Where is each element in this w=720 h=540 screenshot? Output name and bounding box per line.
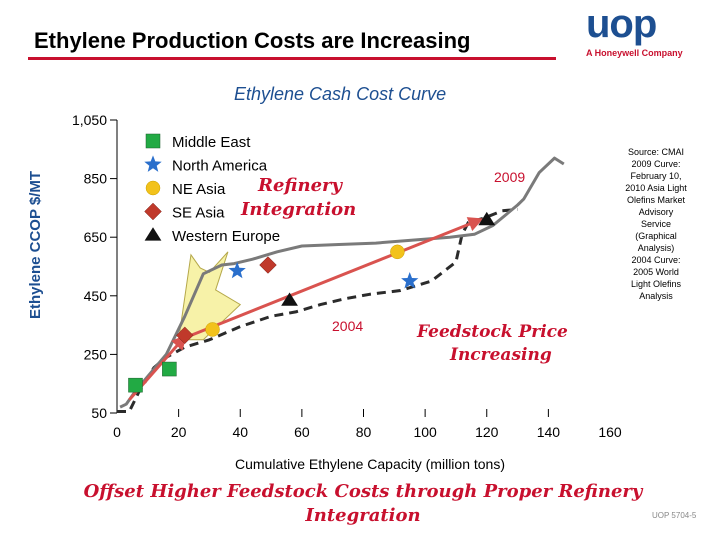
legend-label: Middle East — [172, 134, 251, 151]
x-tick-label: 0 — [113, 424, 121, 440]
cost-increase-arrow-main — [190, 217, 484, 337]
x-tick-label: 60 — [294, 424, 310, 440]
source-line: Analysis) — [637, 243, 675, 253]
x-tick-label: 120 — [475, 424, 499, 440]
source-line: Service — [640, 219, 671, 229]
source-line: 2010 Asia Light — [625, 183, 687, 193]
y-tick-label: 50 — [91, 405, 107, 421]
legend-label: NE Asia — [172, 181, 226, 198]
y-tick-label: 850 — [84, 171, 108, 187]
marker-ne-asia — [390, 244, 405, 260]
legend-label: Western Europe — [172, 228, 280, 245]
x-tick-label: 40 — [232, 424, 248, 440]
feedstock-label: Feedstock Price — [416, 322, 568, 342]
source-line: Light Olefins — [630, 279, 682, 289]
legend-north-america-icon — [144, 155, 162, 172]
y-tick-label: 450 — [84, 288, 108, 304]
marker-middle-east — [162, 361, 177, 377]
page-code: UOP 5704-5 — [652, 511, 697, 520]
x-tick-label: 20 — [171, 424, 187, 440]
curve-2009-label: 2009 — [494, 169, 525, 185]
refinery-label: Refinery — [257, 175, 344, 196]
footer-message: Offset Higher Feedstock Costs through Pr… — [50, 480, 676, 528]
legend-ne-asia-icon — [145, 180, 161, 196]
source-line: Advisory — [638, 207, 674, 217]
legend-middle-east-icon — [145, 133, 161, 149]
legend-se-asia-icon — [144, 202, 162, 221]
curve-2009 — [119, 156, 565, 409]
source-line: February 10, — [630, 171, 682, 181]
logo-subtitle: A Honeywell Company — [586, 48, 683, 58]
legend-label: North America — [172, 158, 268, 175]
logo-word: uop — [586, 2, 657, 46]
footer-line-1: Offset Higher Feedstock Costs through Pr… — [83, 481, 643, 502]
source-line: 2004 Curve: — [631, 255, 681, 265]
x-tick-label: 80 — [356, 424, 372, 440]
x-tick-label: 160 — [598, 424, 622, 440]
footer-line-2: Integration — [305, 505, 421, 526]
source-line: Analysis — [639, 291, 673, 301]
source-note: Source: CMAI 2009 Curve: February 10, 20… — [618, 146, 694, 302]
marker-se-asia — [176, 326, 194, 345]
x-axis-label: Cumulative Ethylene Capacity (million to… — [235, 456, 505, 472]
curve-2004-label: 2004 — [332, 318, 363, 334]
increasing-label: Increasing — [449, 345, 552, 365]
source-line: 2005 World — [633, 267, 679, 277]
marker-middle-east — [128, 377, 143, 393]
legend-western-europe-icon — [144, 227, 162, 241]
chart-title: Ethylene Cash Cost Curve — [234, 84, 447, 104]
marker-north-america — [401, 272, 419, 289]
marker-north-america — [228, 261, 246, 279]
title-rule — [28, 57, 556, 60]
source-line: Source: CMAI — [627, 147, 685, 157]
y-tick-label: 250 — [84, 346, 108, 362]
x-tick-label: 140 — [537, 424, 561, 440]
y-tick-label: 1,050 — [72, 112, 107, 128]
marker-ne-asia — [205, 322, 220, 337]
y-axis-label: Ethylene CCOP $/MT — [27, 171, 44, 319]
source-line: (Graphical — [635, 231, 677, 241]
company-logo: uop A Honeywell Company — [582, 2, 702, 58]
source-line: 2009 Curve: — [631, 159, 681, 169]
page-title: Ethylene Production Costs are Increasing — [34, 28, 471, 53]
integration-label: Integration — [240, 199, 356, 220]
legend-label: SE Asia — [172, 205, 225, 222]
x-tick-label: 100 — [413, 424, 437, 440]
y-tick-label: 650 — [84, 229, 108, 245]
source-line: Olefins Market — [626, 195, 686, 205]
marker-se-asia — [259, 256, 277, 274]
marker-western-europe — [478, 211, 496, 226]
marker-western-europe — [281, 292, 298, 306]
